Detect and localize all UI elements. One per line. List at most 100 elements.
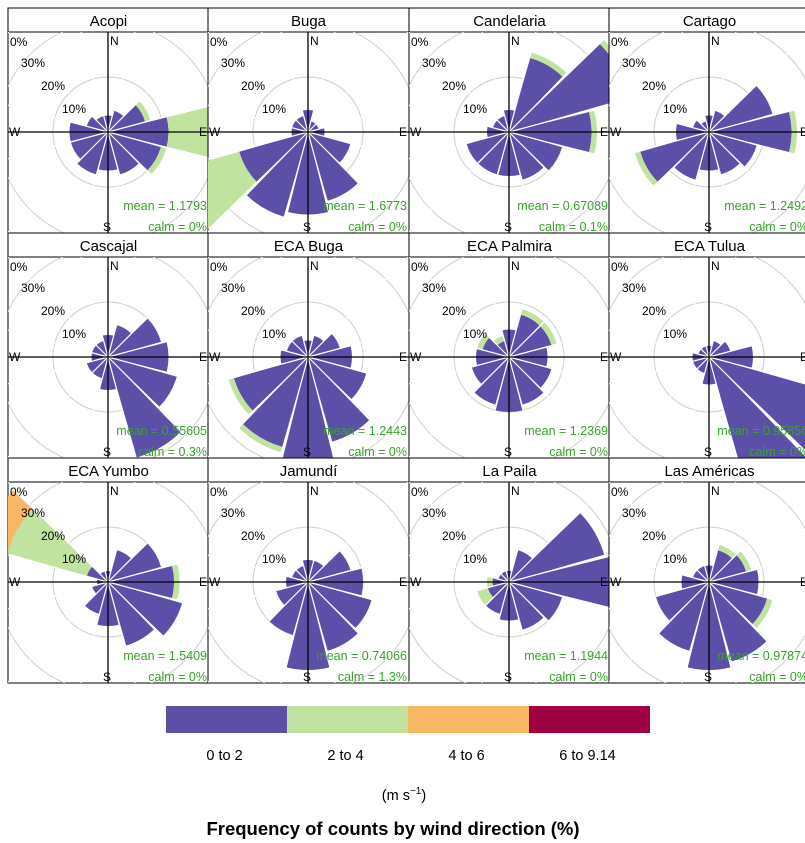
compass-s: S [504,445,512,459]
petal-separator [409,131,510,233]
petal-30-bin-0 [509,314,540,357]
petal-210-bin-0 [478,132,509,175]
panel-header [7,232,210,258]
petal-separator [609,482,710,583]
legend-label-1: 2 to 4 [327,748,363,764]
petal-separator [708,257,737,358]
petal-330-bin-0 [497,341,509,357]
petal-separator [8,131,109,160]
petal-separator [107,356,136,458]
petal-separator [681,581,710,683]
petal-separator [681,131,710,233]
petal-separator [80,131,109,233]
compass-w: W [209,350,221,364]
compass-n: N [511,259,520,273]
panel-plot-content [8,32,209,233]
petal-separator [508,32,537,133]
compass-w: W [610,350,622,364]
ring-label-20: 20% [241,304,265,318]
petal-210-bin-0 [92,357,108,379]
petal-separator [481,356,510,458]
petal-separator [409,581,510,683]
petal-240-bin-0 [656,582,709,621]
petal-30-bin-0 [709,110,725,132]
petal-330-bin-0 [497,116,509,132]
petal-150-bin-0 [709,582,767,662]
petal-separator [508,329,610,358]
petal-separator [8,581,109,610]
panel-title: ECA Tulua [674,238,746,255]
petal-separator [708,32,737,133]
compass-s: S [504,220,512,234]
petal-separator [508,356,610,385]
panel-plot-content [208,32,409,233]
ring-label-10: 10% [262,552,286,566]
compass-n: N [110,34,119,48]
panel-title: Cascajal [80,238,138,255]
panel-title: Candelaria [473,13,546,30]
legend-label-3: 6 to 9.14 [559,748,615,764]
petal-separator [208,482,309,583]
panel-header [608,232,805,258]
petal-330-bin-0 [296,566,308,582]
panel-plot-content [208,257,409,458]
petal-separator [708,581,805,679]
petal-separator [107,32,209,133]
petal-210-bin-0 [243,357,308,447]
ring-label-0: 0% [210,485,228,499]
ring-label-10: 10% [62,102,86,116]
compass-w: W [410,350,422,364]
mean-label: mean = 1.2492 [724,199,805,213]
compass-s: S [303,220,311,234]
petal-120-bin-0 [108,357,177,407]
compass-s: S [103,670,111,684]
petal-separator [708,485,805,583]
ring-label-30: 30% [622,506,646,520]
petal-150-bin-0 [509,132,544,180]
petal-240-bin-1 [208,151,257,229]
legend-swatch-3 [529,706,650,733]
ring-label-10: 10% [62,552,86,566]
petal-120-bin-0 [709,132,757,167]
petal-separator [609,356,710,385]
petal-separator [708,482,737,583]
ring-label-20: 20% [241,79,265,93]
petal-separator [80,356,109,458]
panel-header [7,457,210,483]
calm-label: calm = 0% [148,670,207,684]
petal-separator [708,356,737,458]
calm-label: calm = 0.3% [138,445,207,459]
mean-label: mean = 0.97874 [717,649,805,663]
petal-separator [307,356,336,458]
petal-separator [409,329,510,358]
petal-60-bin-0 [709,555,747,582]
petal-separator [307,581,336,683]
petal-240-bin-1 [228,378,253,415]
petal-150-bin-0 [308,357,370,442]
petal-120-bin-0 [108,132,161,171]
petal-separator [708,356,805,454]
petal-separator [708,581,737,683]
ring-label-10: 10% [663,102,687,116]
compass-w: W [410,575,422,589]
compass-n: N [511,34,520,48]
petal-separator [208,356,309,458]
panel-title: Jamundí [280,463,338,480]
petal-300-bin-0 [292,120,308,132]
petal-60-bin-1 [600,40,610,56]
petal-30-bin-1 [530,52,567,77]
ring-label-30: 30% [221,56,245,70]
petal-separator [508,104,610,133]
petal-separator [8,581,109,683]
petal-30-bin-1 [521,309,544,326]
petal-300-bin-0 [493,120,509,132]
petal-separator [307,482,336,583]
petal-separator [80,257,109,358]
panel-title: ECA Buga [274,238,344,255]
compass-n: N [110,484,119,498]
petal-separator [508,482,537,583]
